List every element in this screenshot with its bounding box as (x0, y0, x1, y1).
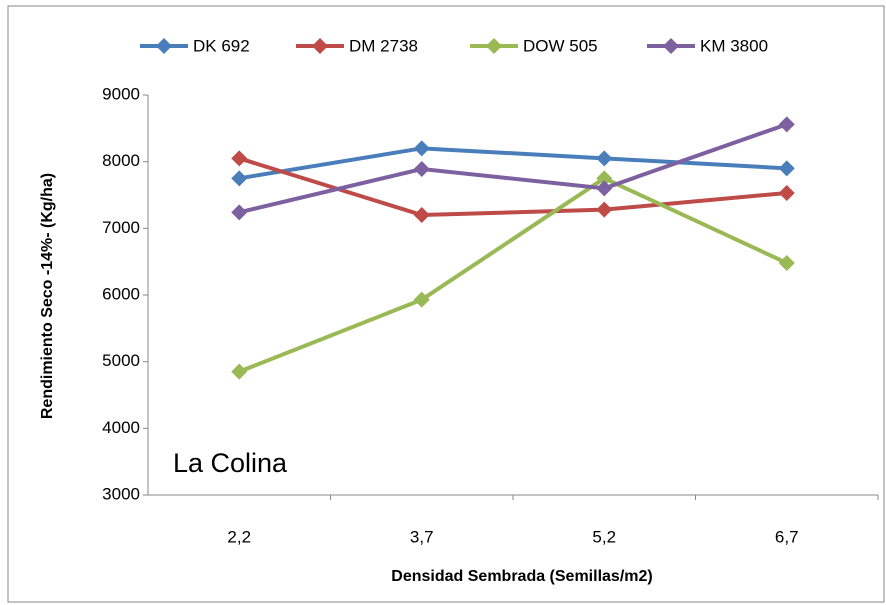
series-line (238, 146, 787, 181)
data-point (231, 204, 248, 221)
y-tick-label: 6000 (102, 284, 140, 303)
data-point (596, 180, 613, 197)
data-point (413, 140, 430, 157)
data-point (231, 170, 248, 187)
x-tick-label: 5,2 (592, 527, 616, 546)
chart-border (7, 5, 885, 603)
x-tick-label: 3,7 (410, 527, 434, 546)
y-tick-label: 3000 (102, 484, 140, 503)
x-tick-label: 2,2 (227, 527, 251, 546)
data-point (231, 150, 248, 167)
data-point (413, 161, 430, 177)
y-tick-label: 5000 (102, 351, 140, 370)
data-point (596, 150, 613, 167)
y-tick-label: 8000 (102, 151, 140, 170)
data-point (778, 185, 795, 201)
y-tick-label: 9000 (102, 84, 140, 103)
data-point (778, 160, 795, 177)
legend-marker (156, 38, 172, 54)
x-axis-label: Densidad Sembrada (Semillas/m2) (391, 568, 652, 585)
data-point (596, 201, 613, 218)
legend-marker (312, 38, 328, 54)
data-point (413, 207, 430, 223)
legend-label: DK 692 (193, 36, 250, 55)
legend-marker (663, 38, 679, 54)
legend-label: KM 3800 (700, 36, 768, 55)
data-point (778, 116, 795, 133)
y-axis-label: Rendimiento Seco -14%- (Kg/ha) (39, 173, 56, 419)
y-tick-label: 4000 (102, 418, 140, 437)
data-point (778, 255, 795, 271)
legend-marker (486, 38, 502, 54)
y-tick-label: 7000 (102, 218, 140, 237)
data-point (596, 170, 613, 187)
annotation: La Colina (173, 448, 288, 478)
legend-label: DM 2738 (349, 36, 418, 55)
series-line (238, 122, 788, 215)
data-point (231, 363, 248, 380)
legend-label: DOW 505 (523, 36, 598, 55)
series-line (238, 176, 788, 374)
series-line (238, 156, 787, 218)
x-tick-label: 6,7 (775, 527, 799, 546)
data-point (413, 291, 430, 308)
